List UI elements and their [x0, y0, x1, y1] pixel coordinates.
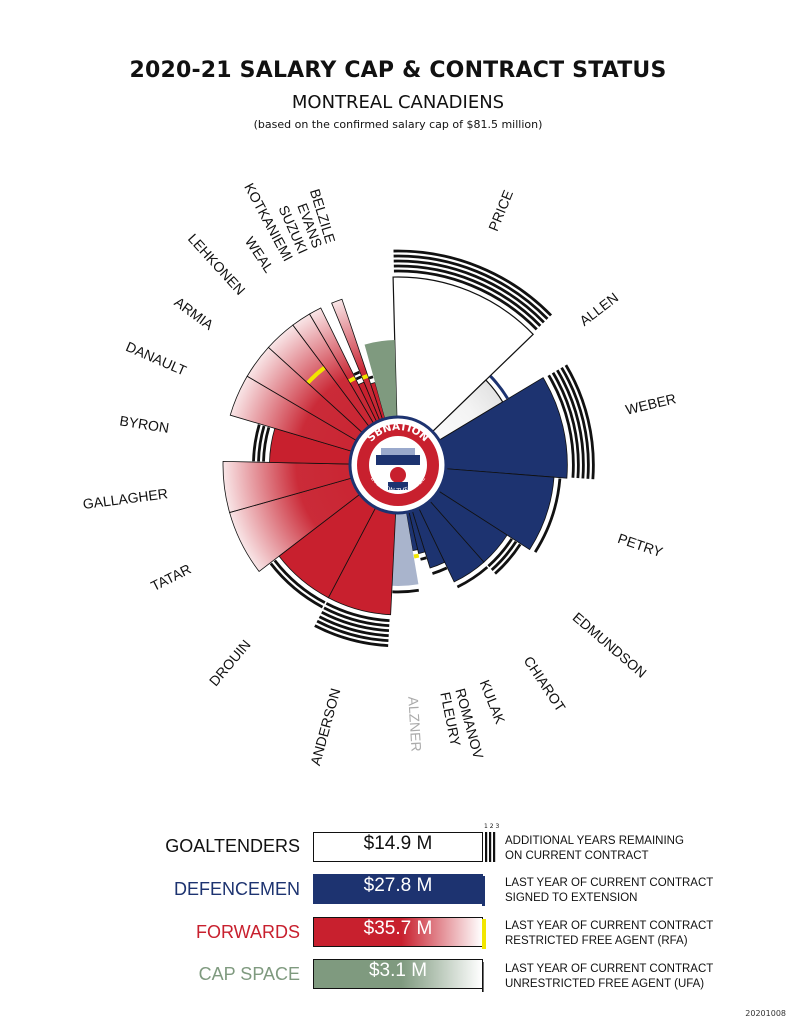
year-bar-2 [489, 832, 492, 862]
year-bar-byron-3 [252, 424, 261, 462]
date-stamp: 20201008 [745, 1009, 786, 1018]
year-bar-anderson-2 [323, 606, 390, 628]
legend-years-desc: ADDITIONAL YEARS REMAINING ON CURRENT CO… [505, 834, 765, 864]
year-bar-weber-1 [547, 374, 575, 478]
legend-forwards-label: FORWARDS [195, 922, 300, 942]
legend-cap-space-amount: $3.1 M [313, 959, 483, 989]
label-edmundson: EDMUNDSON [570, 609, 650, 681]
year-bar-edmundson-2 [490, 540, 518, 571]
legend-years-desc-2: ON CURRENT CONTRACT [505, 850, 649, 862]
legend-rfa-desc: LAST YEAR OF CURRENT CONTRACT RESTRICTED… [505, 919, 765, 949]
year-bar-anderson-3 [321, 611, 390, 633]
label-chiarot: CHIAROT [521, 653, 569, 715]
year-bar-1 [485, 832, 488, 862]
year-bar-edmundson-3 [494, 543, 522, 575]
chart-title: 2020-21 SALARY CAP & CONTRACT STATUS [129, 58, 667, 83]
legend-goaltenders-amount: $14.9 M [313, 832, 483, 862]
legend-years-desc-1: ADDITIONAL YEARS REMAINING [505, 835, 684, 847]
legend-defencemen-label: DEFENCEMEN [173, 879, 300, 899]
year-bar-weber-5 [564, 364, 595, 480]
year-bar-anderson-5 [316, 619, 389, 643]
year-bar-drouin-1 [273, 559, 326, 604]
legend-swatches: 1 2 3 [482, 823, 499, 992]
label-danault: DANAULT [124, 338, 190, 379]
year-bar-suzuki-1 [355, 375, 362, 381]
year-bar-weber-3 [556, 369, 585, 479]
year-bar-suzuki-2 [353, 370, 360, 376]
year-bar-anderson-4 [318, 615, 389, 638]
year-bar-petry-1 [533, 478, 562, 553]
ufa-swatch [482, 962, 484, 992]
years-ticks-label: 1 2 3 [484, 823, 499, 830]
label-kulak: KULAK [477, 677, 509, 726]
year-bar-drouin-2 [269, 562, 324, 609]
year-bar-price-3 [393, 259, 545, 324]
extension-bar-allen [489, 375, 509, 400]
rfa-swatch [482, 919, 486, 949]
rfa-bar-kotkaniemi [348, 376, 356, 383]
year-bar-chiarot-1 [456, 566, 489, 589]
label-allen: ALLEN [576, 289, 621, 329]
legend-extension-desc-2: SIGNED TO EXTENSION [505, 892, 638, 904]
legend-ufa-desc-2: UNRESTRICTED FREE AGENT (UFA) [505, 978, 705, 990]
legend-forwards-amount: $35.7 M [313, 917, 483, 947]
label-tatar: TATAR [148, 561, 193, 594]
label-price: PRICE [485, 188, 516, 234]
legend-ufa-desc: LAST YEAR OF CURRENT CONTRACT UNRESTRICT… [505, 962, 765, 992]
label-armia: ARMIA [171, 294, 217, 334]
year-bar-alzner-1 [392, 588, 420, 594]
label-anderson: ANDERSON [307, 686, 343, 767]
sbnation-logo: SBNATION EYES ON THE PRIZE [348, 415, 448, 515]
legend-defencemen-amount: $27.8 M [313, 874, 483, 904]
year-bar-byron-1 [262, 426, 271, 462]
year-bar-weber-2 [551, 372, 580, 479]
legend-rfa-desc-1: LAST YEAR OF CURRENT CONTRACT [505, 920, 714, 932]
rfa-bar-fleury [413, 553, 420, 559]
rfa-bar-lehkonen [306, 366, 326, 385]
legend-cap-space-label: CAP SPACE [198, 964, 300, 984]
wedge-price [392, 276, 534, 467]
legend-ufa-desc-1: LAST YEAR OF CURRENT CONTRACT [505, 963, 714, 975]
label-petry: PETRY [616, 530, 666, 560]
year-bar-romanov-1 [420, 556, 427, 561]
year-bar-anderson-6 [314, 624, 389, 648]
year-bar-price-5 [393, 249, 553, 317]
rfa-bar-evans [361, 374, 369, 380]
year-bar-price-2 [393, 264, 542, 327]
label-gallagher: GALLAGHER [82, 485, 169, 512]
year-bar-weber-4 [560, 366, 590, 479]
year-bar-byron-2 [257, 425, 266, 462]
team-subtitle: MONTREAL CANADIENS [291, 92, 505, 113]
label-drouin: DROUIN [206, 636, 254, 689]
label-weber: WEBER [624, 390, 678, 417]
year-bar-anderson-1 [325, 602, 390, 623]
year-bar-price-1 [393, 269, 538, 331]
legend-extension-desc-1: LAST YEAR OF CURRENT CONTRACT [505, 877, 714, 889]
legend-extension-desc: LAST YEAR OF CURRENT CONTRACT SIGNED TO … [505, 876, 765, 906]
label-lehkonen: LEHKONEN [185, 230, 249, 298]
year-bar-3 [493, 832, 496, 862]
year-bar-kulak-1 [432, 566, 448, 575]
extension-swatch [482, 876, 485, 906]
legend-rfa-desc-2: RESTRICTED FREE AGENT (RFA) [505, 935, 688, 947]
label-alzner: ALZNER [405, 696, 424, 752]
year-bar-price-4 [393, 254, 549, 320]
year-bar-belzile-1 [368, 375, 374, 380]
cap-note: (based on the confirmed salary cap of $8… [253, 118, 543, 131]
legend-goaltenders-label: GOALTENDERS [165, 836, 300, 856]
label-byron: BYRON [119, 412, 171, 435]
year-bar-edmundson-1 [487, 538, 513, 568]
